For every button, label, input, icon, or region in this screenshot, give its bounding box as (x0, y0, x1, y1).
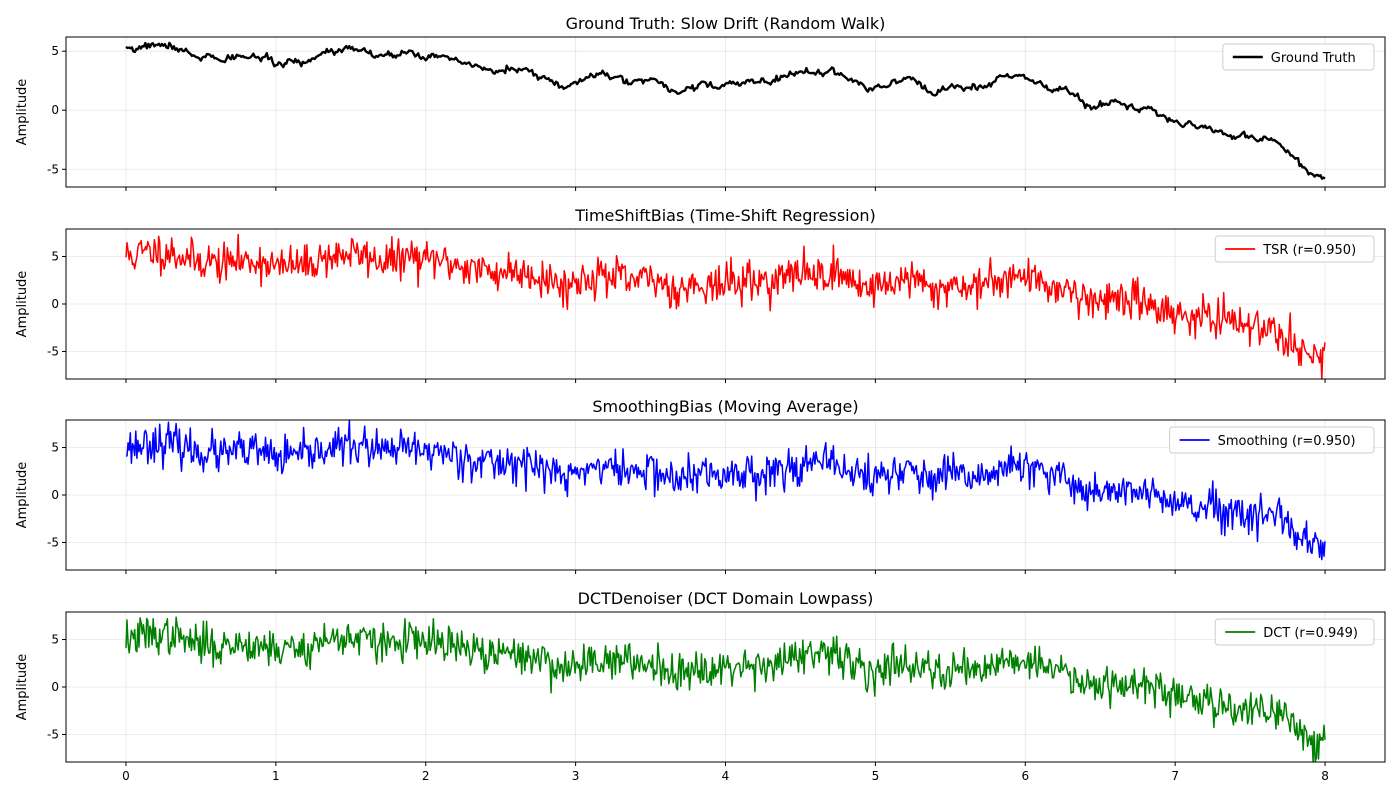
series-line-1 (125, 419, 1326, 561)
subplot-title: Ground Truth: Slow Drift (Random Walk) (566, 14, 886, 33)
y-tick-label: 5 (51, 44, 59, 58)
legend-label: DCT (r=0.949) (1263, 626, 1358, 641)
series-line-1 (125, 41, 1326, 180)
y-tick-label: 5 (51, 633, 59, 647)
y-tick-label: -5 (47, 535, 59, 549)
x-tick-label: 3 (572, 769, 580, 783)
legend-box (1214, 235, 1375, 263)
y-tick-label: 0 (51, 103, 59, 117)
legend: TSR (r=0.950) (1214, 235, 1375, 263)
legend-label: Smoothing (r=0.950) (1218, 434, 1356, 449)
legend: Smoothing (r=0.950) (1169, 426, 1375, 454)
y-tick-label: 0 (51, 297, 59, 311)
x-tick-label: 0 (122, 769, 130, 783)
x-tick-label: 6 (1021, 769, 1029, 783)
y-tick-label: 5 (51, 250, 59, 264)
y-tick-label: -5 (47, 344, 59, 358)
legend: Ground Truth (1222, 43, 1375, 71)
x-tick-label: 7 (1171, 769, 1179, 783)
y-axis-label: Amplitude (15, 271, 30, 338)
legend-box (1214, 618, 1375, 646)
legend: DCT (r=0.949) (1214, 618, 1375, 646)
subplot-title: SmoothingBias (Moving Average) (592, 397, 858, 416)
x-tick-label: 5 (872, 769, 880, 783)
series-line-1 (125, 233, 1326, 380)
series-line-1 (125, 616, 1326, 763)
subplot-1: -5 0 5 Ground Truth: Slow Drift (Random Wal… (15, 14, 1386, 191)
subplot-title: TimeShiftBias (Time-Shift Regression) (574, 206, 876, 225)
y-axis-label: Amplitude (15, 79, 30, 146)
y-tick-label: -5 (47, 162, 59, 176)
y-tick-label: 0 (51, 488, 59, 502)
y-axis-label: Amplitude (15, 462, 30, 529)
x-tick-label: 4 (722, 769, 730, 783)
y-tick-label: -5 (47, 727, 59, 741)
x-tick-label: 1 (272, 769, 280, 783)
legend-label: Ground Truth (1271, 51, 1356, 66)
x-tick-label: 2 (422, 769, 430, 783)
legend-box (1169, 426, 1375, 454)
x-tick-label: 8 (1321, 769, 1329, 783)
y-axis-label: Amplitude (15, 654, 30, 721)
subplot-4: -5 0 5 0 1 2 3 4 5 6 7 8 DCTDenoiser (DCT Domain Low… (15, 589, 1386, 783)
subplot-3: -5 0 5 SmoothingBias (Moving Average) Amplit… (15, 397, 1386, 574)
legend-label: TSR (r=0.950) (1262, 243, 1356, 258)
subplot-2: -5 0 5 TimeShiftBias (Time-Shift Regression… (15, 206, 1386, 383)
subplot-title: DCTDenoiser (DCT Domain Lowpass) (578, 589, 874, 608)
legend-box (1222, 43, 1375, 71)
y-tick-label: 5 (51, 441, 59, 455)
y-tick-label: 0 (51, 680, 59, 694)
